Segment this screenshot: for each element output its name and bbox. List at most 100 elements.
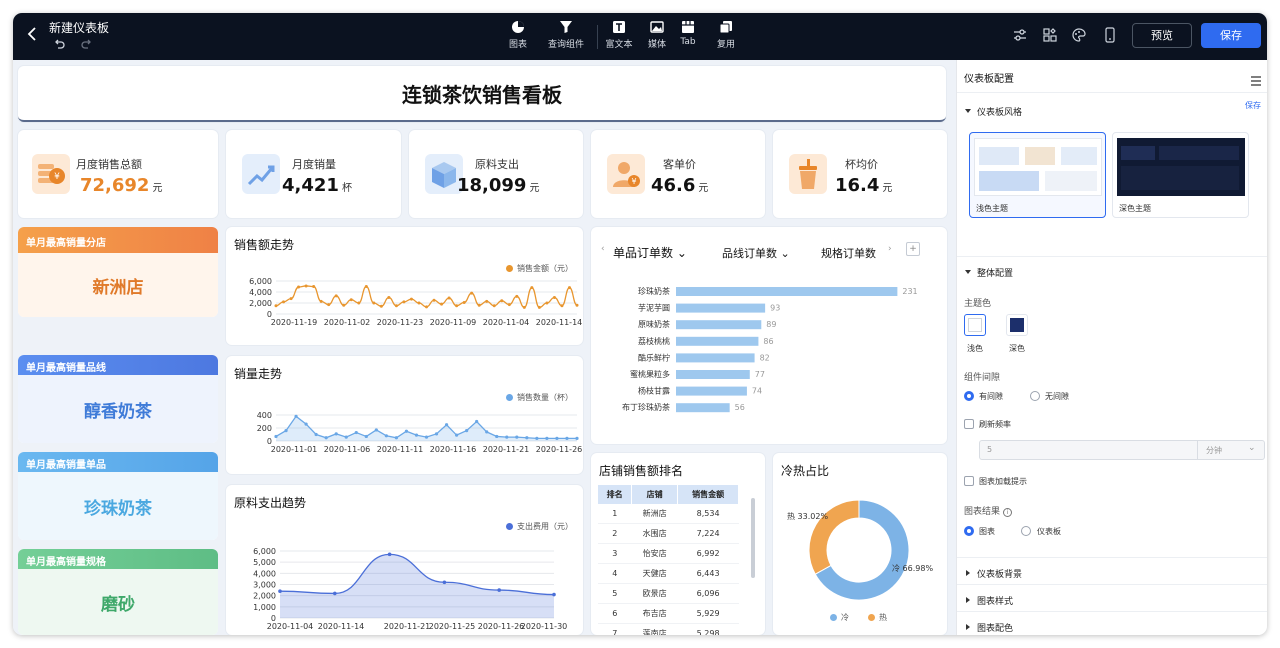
tool-media[interactable]: 媒体 xyxy=(644,20,670,50)
store-rank-card[interactable]: 店铺销售额排名 排名 店铺 销售金额 1 新洲店 8,534 2 水围店 7,224 3 怡安店 6… xyxy=(591,453,765,635)
kpi-card-monthly-volume[interactable]: 月度销量 4,421 杯 xyxy=(226,130,401,218)
radio-gap-yes[interactable] xyxy=(964,391,974,401)
cost-trend-card[interactable]: 原料支出趋势 支出费用（元） 0 1,000 2,000 3,000 4,000 5,00… xyxy=(226,485,583,635)
next-tab-icon[interactable]: › xyxy=(888,244,892,254)
data-point xyxy=(485,299,489,303)
swatch-light[interactable] xyxy=(964,314,986,336)
order-count-card[interactable]: ‹ 单品订单数 ⌄ 品线订单数 ⌄ 规格订单数 › + 珍珠奶茶 231 芋泥芋圆 9… xyxy=(591,227,947,444)
bar xyxy=(676,336,759,346)
table-row[interactable]: 1 新洲店 8,534 xyxy=(598,504,739,524)
svg-text:¥: ¥ xyxy=(631,177,636,186)
table-header-cell[interactable]: 销售金额 xyxy=(677,485,739,504)
filter-icon xyxy=(560,21,572,33)
table-header-cell[interactable]: 店铺 xyxy=(631,485,679,504)
data-point xyxy=(278,589,282,593)
swatch-dark[interactable] xyxy=(1006,314,1028,336)
bar xyxy=(676,287,898,296)
data-point xyxy=(560,304,564,308)
text-icon xyxy=(613,21,625,33)
highlight-top-store[interactable]: 单月最高销量分店 新洲店 xyxy=(18,227,218,317)
menu-collapse-icon[interactable] xyxy=(1250,71,1262,86)
refresh-unit-select[interactable]: 分钟 xyxy=(1206,446,1222,455)
hot-cold-pie xyxy=(808,499,910,601)
style-save-link[interactable]: 保存 xyxy=(1245,101,1261,110)
settings-sliders-icon[interactable] xyxy=(1012,27,1028,43)
radio-gap-no-label: 无间隙 xyxy=(1045,392,1069,401)
data-point xyxy=(475,419,479,424)
kpi-label: 客单价 xyxy=(663,158,696,171)
table-row[interactable]: 2 水围店 7,224 xyxy=(598,523,739,544)
radio-result-chart[interactable] xyxy=(964,526,974,536)
table-header-cell[interactable]: 排名 xyxy=(598,485,633,504)
section-dashboard-style[interactable]: 仪表板风格 xyxy=(957,98,1267,124)
highlight-top-line[interactable]: 单月最高销量品线 醇香奶茶 xyxy=(18,355,218,443)
theme-light-option[interactable]: 浅色主题 xyxy=(969,132,1106,218)
tab-line-orders[interactable]: 品线订单数 ⌄ xyxy=(722,247,790,260)
divider xyxy=(957,611,1267,612)
pie-label-cold: 冷 66.98% xyxy=(892,564,934,573)
table-header-row: 排名 店铺 销售金额 xyxy=(598,485,739,504)
x-tick-label: 2020-11-04 xyxy=(267,622,314,631)
table-scrollbar[interactable] xyxy=(751,498,755,578)
tool-tab[interactable]: Tab xyxy=(675,20,701,47)
radio-result-board[interactable] xyxy=(1021,526,1031,536)
data-point xyxy=(297,285,301,289)
table-row[interactable]: 7 莲南店 5,298 xyxy=(598,623,739,635)
radio-result-board-label: 仪表板 xyxy=(1037,527,1061,536)
table-row[interactable]: 5 欧景店 6,096 xyxy=(598,583,739,604)
data-point xyxy=(497,588,502,592)
tab-spec-orders[interactable]: 规格订单数 xyxy=(821,247,876,260)
theme-dark-option[interactable]: 深色主题 xyxy=(1112,132,1249,218)
table-row[interactable]: 3 怡安店 6,992 xyxy=(598,543,739,564)
tool-reuse-label: 复用 xyxy=(716,40,735,50)
table-cell: 新洲店 xyxy=(631,504,678,524)
kpi-card-material-cost[interactable]: 原料支出 18,099 元 xyxy=(409,130,583,218)
layout-grid-icon[interactable] xyxy=(1042,27,1058,43)
table-row[interactable]: 4 天健店 6,443 xyxy=(598,563,739,584)
data-point xyxy=(432,298,436,302)
section-background[interactable]: 仪表板背景 xyxy=(957,560,1267,586)
tool-richtext[interactable]: 富文本 xyxy=(603,20,635,50)
kpi-card-avg-order[interactable]: ¥ 客单价 46.6 元 xyxy=(591,130,765,218)
highlight-top-product[interactable]: 单月最高销量单品 珍珠奶茶 xyxy=(18,452,218,540)
section-chart-style[interactable]: 图表样式 xyxy=(957,587,1267,613)
kpi-card-total-sales[interactable]: ¥ 月度销售总额 72,692 元 xyxy=(18,130,218,218)
sales-trend-card[interactable]: 销售额走势 销售金额（元） 0 2,000 4,000 6,000 2020-11-19… xyxy=(226,227,583,345)
dashboard-title-card[interactable]: 连锁茶饮销售看板 xyxy=(18,66,946,122)
volume-trend-card[interactable]: 销量走势 销售数量（杯） 0 200 400 2020-11-01 2020-11-06… xyxy=(226,356,583,474)
dashboard-name[interactable]: 新建仪表板 xyxy=(49,21,110,35)
highlight-top-spec[interactable]: 单月最高销量规格 磨砂 xyxy=(18,549,218,635)
tool-chart[interactable]: 图表 xyxy=(505,20,531,50)
kpi-card-avg-cup[interactable]: 杯均价 16.4 元 xyxy=(773,130,947,218)
redo-icon[interactable] xyxy=(81,38,93,53)
back-arrow-icon[interactable] xyxy=(23,25,43,45)
tool-query[interactable]: 查询组件 xyxy=(546,20,586,50)
data-point xyxy=(552,592,556,597)
data-point xyxy=(485,430,489,434)
palette-icon[interactable] xyxy=(1071,27,1087,43)
tool-reuse[interactable]: 复用 xyxy=(713,20,739,50)
sales-trend-chart: 0 2,000 4,000 6,000 2020-11-19 2020-11-02 2020… xyxy=(249,277,582,327)
chart-title: 冷热占比 xyxy=(781,464,830,478)
table-row[interactable]: 6 布吉店 5,929 xyxy=(598,603,739,624)
add-tab-icon[interactable]: + xyxy=(906,242,920,256)
bar-category-label: 布丁珍珠奶茶 xyxy=(622,402,670,412)
undo-icon[interactable] xyxy=(53,38,65,53)
preview-button[interactable]: 预览 xyxy=(1132,23,1192,48)
checkbox-refresh[interactable] xyxy=(964,419,974,429)
section-global-config[interactable]: 整体配置 xyxy=(957,259,1267,285)
table-cell: 欧景店 xyxy=(631,583,678,604)
data-point xyxy=(500,299,504,303)
save-button[interactable]: 保存 xyxy=(1201,23,1261,48)
kpi-value: 16.4 元 xyxy=(835,175,893,196)
tab-product-orders[interactable]: 单品订单数 ⌄ xyxy=(613,246,687,260)
table-cell: 5 xyxy=(598,583,632,604)
data-point xyxy=(402,300,406,304)
radio-gap-no[interactable] xyxy=(1030,391,1040,401)
refresh-interval-input[interactable]: 5 分钟 ⌄ xyxy=(979,440,1265,460)
section-chart-colors[interactable]: 图表配色 xyxy=(957,614,1267,635)
checkbox-loading-tip[interactable] xyxy=(964,476,974,486)
hot-cold-card[interactable]: 冷热占比 热 33.02% 冷 66.98% 冷 热 xyxy=(773,453,947,635)
prev-tab-icon[interactable]: ‹ xyxy=(601,244,605,254)
mobile-device-icon[interactable] xyxy=(1102,27,1118,43)
